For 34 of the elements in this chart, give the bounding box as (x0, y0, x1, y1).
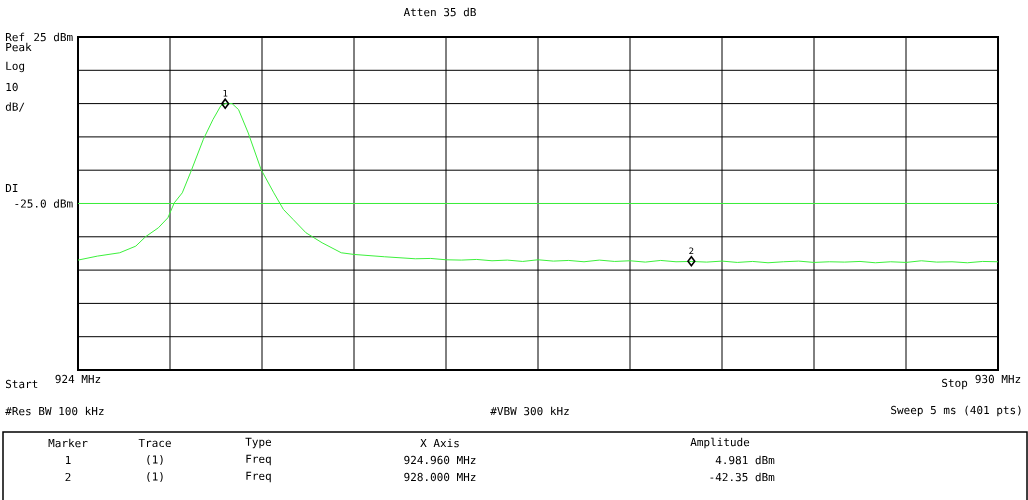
annotation: 2 (689, 247, 694, 255)
line-series (78, 103, 999, 264)
text: Ref (5, 32, 25, 42)
text: -42.35 dBm (710, 472, 775, 482)
text: Sweep 5 ms (401 pts) (891, 405, 1021, 417)
text: Trace (138, 438, 171, 448)
text: 2 (65, 472, 71, 482)
text: Freq (246, 454, 271, 466)
text: Freq (246, 471, 271, 483)
text: X Axis (420, 438, 459, 448)
y-tick-label: -25.0 dBm (15, 199, 73, 208)
text: 1 (66, 455, 71, 465)
text: Peak (6, 42, 32, 52)
text: dB/ (5, 102, 25, 112)
text: Marker (48, 438, 88, 448)
text: (1) (147, 455, 163, 465)
text: Stop (942, 378, 968, 390)
text: Amplitude (690, 437, 750, 449)
y-tick-label: 25 dBm (34, 32, 73, 42)
text: Atten 35 dB (403, 7, 476, 17)
text: Start (5, 379, 38, 389)
annotation: 1 (223, 89, 228, 97)
x-tick-label: 930 MHz (975, 374, 1021, 384)
text: (1) (147, 472, 163, 482)
text: Type (245, 437, 272, 449)
text: 10 (6, 82, 18, 92)
text: #Res BW 100 kHz (5, 406, 104, 416)
text: 924.960 MHz (404, 455, 476, 465)
text: 928.000 MHz (404, 472, 476, 482)
text: Log (6, 61, 25, 73)
text: DI (5, 183, 18, 193)
text: 4.981 dBm (715, 455, 775, 465)
text: #VBW 300 kHz (490, 406, 569, 416)
x-tick-label: 924 MHz (55, 374, 101, 384)
